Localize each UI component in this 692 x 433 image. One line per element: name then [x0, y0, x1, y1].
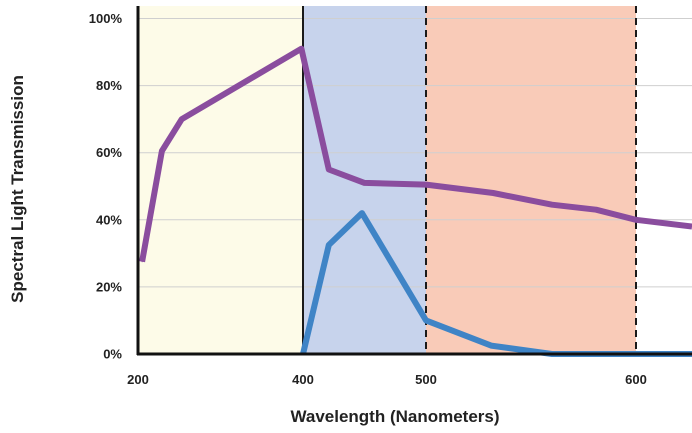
series-1-point-2: [361, 212, 363, 214]
series-1-point-3: [425, 319, 427, 321]
series-0-point-4: [328, 168, 330, 170]
y-tick-60: 60%: [96, 145, 122, 160]
series-0-line: [139, 45, 692, 263]
series-1-point-4: [490, 345, 492, 347]
x-tick-labels: 200 400 500 600: [127, 372, 647, 387]
y-tick-40: 40%: [96, 212, 122, 227]
series-0-point-2: [181, 118, 183, 120]
series-0-point-3: [300, 48, 302, 50]
y-tick-labels: 0% 20% 40% 60% 80% 100%: [89, 11, 123, 362]
series-0-point-5: [364, 182, 365, 184]
x-tick-500: 500: [415, 372, 437, 387]
y-tick-0: 0%: [103, 347, 122, 362]
series-0-point-7: [492, 192, 494, 194]
x-tick-600: 600: [625, 372, 647, 387]
grid-lines: [138, 18, 692, 288]
wavelength-bands: [138, 6, 636, 354]
series-0-point-10: [635, 219, 637, 221]
series-0-point-6: [425, 184, 427, 186]
axes: [136, 6, 692, 356]
series-0-point-9: [595, 209, 597, 211]
series-0-point-8: [551, 204, 553, 206]
series-1-point-1: [328, 244, 330, 246]
y-tick-100: 100%: [89, 11, 123, 26]
series-0-point-0: [141, 261, 143, 263]
y-axis-title: Spectral Light Transmission: [8, 75, 27, 303]
series-0-point-1: [161, 150, 163, 152]
x-tick-400: 400: [292, 372, 314, 387]
x-tick-200: 200: [127, 372, 149, 387]
y-tick-80: 80%: [96, 78, 122, 93]
band-0: [138, 6, 303, 354]
y-tick-20: 20%: [96, 279, 122, 294]
x-axis-title: Wavelength (Nanometers): [290, 407, 499, 426]
band-2: [426, 6, 636, 354]
